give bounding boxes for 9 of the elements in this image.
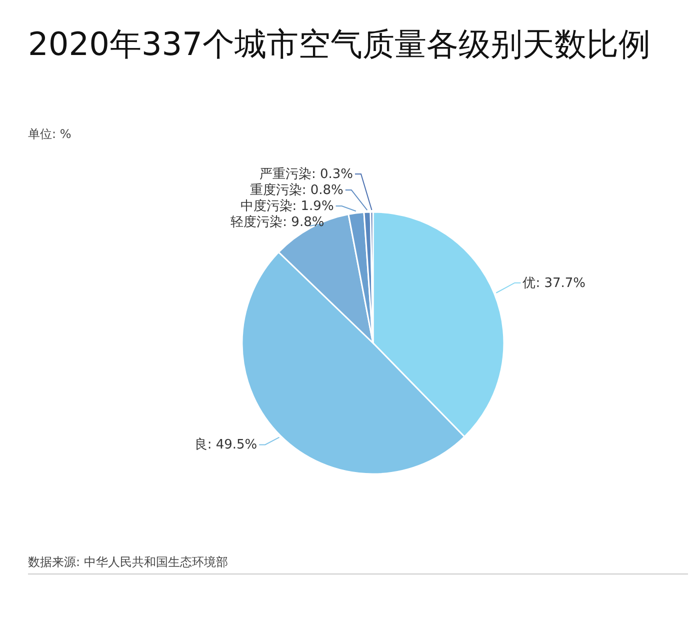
text: 单位: % bbox=[28, 127, 72, 141]
source-note: 数据来源: 中华人民共和国生态环境部 bbox=[28, 555, 228, 569]
slice-label: 轻度污染: 9.8% bbox=[230, 214, 324, 230]
slice-label: 重度污染: 0.8% bbox=[250, 182, 344, 198]
slice-label: 中度污染: 1.9% bbox=[240, 198, 334, 214]
slice-label: 严重污染: 0.3% bbox=[259, 167, 353, 182]
slice-label: 良: 49.5% bbox=[194, 438, 258, 453]
chart-title: 2020年337个城市空气质量各级别天数比例 bbox=[28, 25, 651, 63]
slice-label: 优: 37.7% bbox=[522, 276, 586, 291]
